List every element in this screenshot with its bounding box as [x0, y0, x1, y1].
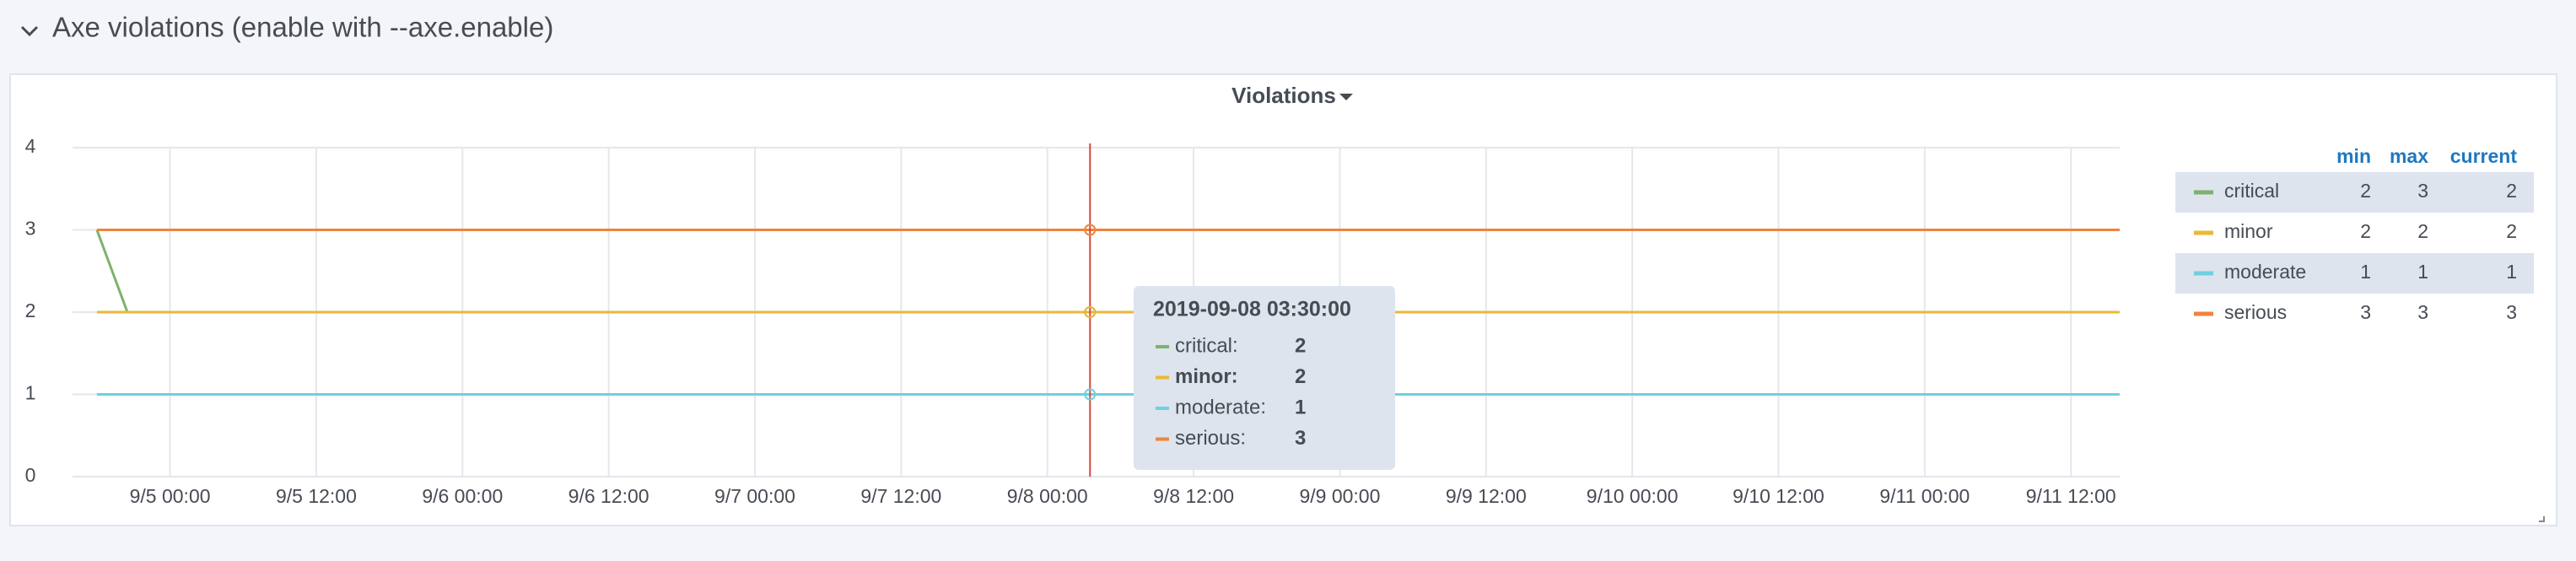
legend-value: 2	[2506, 220, 2517, 242]
tooltip-series-name: minor:	[1175, 365, 1238, 388]
tooltip-value: 2	[1295, 334, 1306, 357]
tooltip-series-name: moderate:	[1175, 396, 1266, 418]
x-tick-label: 9/8 00:00	[1007, 485, 1088, 507]
x-tick-label: 9/9 00:00	[1299, 485, 1380, 507]
y-tick-label: 3	[25, 218, 36, 240]
tooltip-value: 3	[1295, 427, 1306, 450]
legend-value: 1	[2417, 261, 2428, 283]
y-tick-label: 1	[25, 382, 36, 404]
hover-point	[1084, 224, 1097, 236]
legend-value: 1	[2360, 261, 2371, 283]
legend-value: 2	[2417, 220, 2428, 242]
legend-series-name[interactable]: serious	[2224, 301, 2287, 323]
legend-value: 3	[2506, 301, 2517, 323]
tooltip-series-name: serious:	[1175, 427, 1246, 450]
resize-handle[interactable]	[2539, 516, 2545, 522]
tooltip-series-name: critical:	[1175, 334, 1238, 357]
panel-menu-caret[interactable]	[1339, 94, 1353, 100]
legend-value: 2	[2360, 180, 2371, 202]
legend-row-bg	[2175, 253, 2534, 294]
tooltip-value: 1	[1295, 396, 1306, 418]
hover-point	[1084, 388, 1097, 401]
legend-column-header: max	[2390, 145, 2428, 167]
tooltip-value: 2	[1295, 365, 1306, 388]
tooltip	[1134, 286, 1395, 470]
x-tick-label: 9/8 12:00	[1153, 485, 1234, 507]
legend-column-header: current	[2450, 145, 2518, 167]
hover-point	[1084, 306, 1097, 318]
x-tick-label: 9/11 12:00	[2026, 485, 2116, 507]
legend-value: 3	[2360, 301, 2371, 323]
legend-value: 2	[2360, 220, 2371, 242]
x-tick-label: 9/6 00:00	[422, 485, 503, 507]
x-tick-label: 9/11 00:00	[1879, 485, 1970, 507]
legend-series-name[interactable]: moderate	[2224, 261, 2306, 283]
x-tick-label: 9/7 00:00	[714, 485, 795, 507]
legend-series-name[interactable]: minor	[2224, 220, 2273, 242]
x-tick-label: 9/5 00:00	[130, 485, 211, 507]
collapse-chevron[interactable]	[20, 25, 39, 37]
y-tick-label: 4	[25, 135, 36, 157]
x-tick-label: 9/5 12:00	[276, 485, 357, 507]
x-tick-label: 9/6 12:00	[569, 485, 649, 507]
legend-column-header: min	[2336, 145, 2371, 167]
legend-series-name[interactable]: critical	[2224, 180, 2279, 202]
x-tick-label: 9/7 12:00	[860, 485, 941, 507]
legend-row-bg	[2175, 172, 2534, 213]
legend-value: 3	[2417, 180, 2428, 202]
y-tick-label: 0	[25, 464, 36, 486]
panel-title[interactable]: Violations	[1231, 83, 1336, 108]
legend-value: 2	[2506, 180, 2517, 202]
y-tick-label: 2	[25, 299, 36, 321]
tooltip-title: 2019-09-08 03:30:00	[1153, 298, 1351, 321]
legend-value: 3	[2417, 301, 2428, 323]
x-tick-label: 9/9 12:00	[1446, 485, 1527, 507]
x-tick-label: 9/10 12:00	[1733, 485, 1824, 507]
x-tick-label: 9/10 00:00	[1587, 485, 1679, 507]
legend-value: 1	[2506, 261, 2517, 283]
row-title[interactable]: Axe violations (enable with --axe.enable…	[52, 12, 553, 43]
